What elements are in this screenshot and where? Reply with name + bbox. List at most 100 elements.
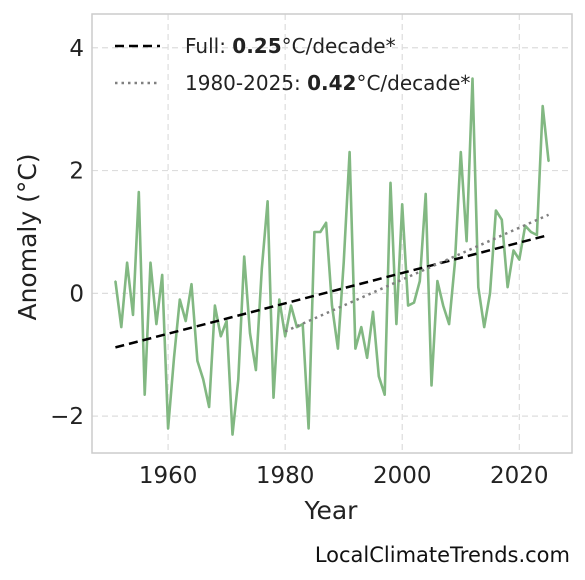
anomaly-point (378, 375, 380, 378)
anomaly-point (541, 105, 544, 107)
anomaly-point (506, 286, 509, 289)
anomaly-point (161, 274, 164, 276)
anomaly-point (313, 231, 316, 233)
anomaly-point (395, 323, 398, 325)
tick-labels: 1960 1980 2000 2020 −2 0 2 4 (50, 36, 548, 489)
anomaly-point (278, 298, 281, 301)
anomaly-point (231, 433, 234, 436)
x-tick-label: 1980 (256, 463, 315, 489)
anomaly-point (237, 378, 240, 381)
trend-layer (115, 213, 550, 349)
anomaly-point (536, 234, 538, 236)
anomaly-point (372, 310, 374, 313)
anomaly-point (500, 218, 503, 221)
anomaly-point (190, 283, 193, 285)
legend-entry-full: Full: 0.25°C/decade* (185, 34, 396, 58)
anomaly-point (290, 304, 292, 307)
watermark: LocalClimateTrends.com (314, 543, 570, 567)
legend-recent-value: 0.42 (307, 71, 356, 95)
anomaly-point (325, 221, 327, 224)
legend-full-label: Full: (185, 34, 232, 58)
anomaly-point (225, 320, 228, 322)
anomaly-point (495, 209, 497, 212)
anomaly-point (360, 326, 363, 328)
anomaly-point (214, 304, 216, 307)
anomaly-point (436, 280, 439, 282)
anomaly-point (337, 347, 339, 350)
anomaly-point (530, 231, 532, 233)
anomaly-point (243, 255, 245, 258)
legend: Full: 0.25°C/decade* 1980-2025: 0.42°C/d… (115, 34, 470, 95)
anomaly-point (483, 326, 485, 328)
anomaly-point (419, 280, 421, 282)
plot-frame (91, 13, 573, 454)
anomaly-point (389, 182, 392, 184)
anomaly-point (184, 320, 187, 322)
anomaly-point (307, 427, 310, 430)
anomaly-point (114, 280, 117, 282)
anomaly-point (424, 193, 427, 195)
full-trend-line (115, 233, 549, 349)
anomaly-point (196, 360, 199, 362)
legend-recent-unit: °C/decade* (356, 71, 470, 95)
anomaly-point (149, 261, 152, 264)
recent-trend-line (284, 213, 550, 333)
anomaly-point (249, 332, 251, 335)
y-axis-label: Anomaly (°C) (13, 153, 42, 320)
anomaly-point (354, 347, 357, 350)
x-tick-label: 1960 (139, 463, 198, 489)
anomaly-point (383, 393, 386, 396)
anomaly-point (413, 301, 415, 304)
legend-entry-recent: 1980-2025: 0.42°C/decade* (185, 71, 470, 95)
anomaly-point (208, 406, 210, 408)
anomaly-point (138, 191, 140, 193)
legend-full-value: 0.25 (232, 34, 281, 58)
anomaly-point (132, 314, 134, 316)
anomaly-point (296, 326, 298, 328)
anomaly-point (348, 151, 351, 153)
anomaly-point (255, 369, 257, 371)
anomaly-point (407, 304, 409, 307)
y-tick-label: 2 (69, 159, 84, 185)
y-tick-label: −2 (50, 404, 84, 430)
anomaly-point (366, 357, 368, 359)
anomaly-point (331, 304, 333, 307)
anomaly-point (143, 393, 146, 396)
anomaly-point (430, 384, 433, 387)
x-tick-label: 2000 (373, 463, 432, 489)
anomaly-point (442, 304, 445, 307)
anomaly-point (179, 298, 181, 301)
y-tick-label: 4 (69, 36, 84, 62)
anomaly-point (518, 258, 521, 261)
anomaly-point (266, 200, 269, 203)
anomaly-point (477, 286, 480, 289)
anomaly-point (260, 268, 263, 270)
anomaly-point (401, 203, 404, 206)
anomaly-point (126, 261, 128, 264)
anomaly-point (284, 335, 286, 338)
anomaly-point (547, 160, 550, 163)
y-tick-label: 0 (69, 281, 84, 307)
anomaly-point (489, 292, 491, 295)
grid (92, 14, 572, 453)
series-layer (114, 77, 550, 436)
anomaly-point (342, 261, 345, 264)
anomaly-point (120, 326, 123, 328)
anomaly-point (319, 231, 322, 233)
anomaly-point (471, 77, 474, 80)
anomaly-series-line (114, 77, 550, 436)
anomaly-point (219, 335, 222, 338)
anomaly-point (454, 261, 456, 264)
anomaly-point (173, 357, 175, 359)
anomaly-point (459, 151, 462, 153)
anomaly-point (202, 378, 205, 381)
x-tick-label: 2020 (490, 463, 549, 489)
anomaly-point (512, 249, 515, 252)
anomaly-point (167, 427, 169, 430)
anomaly-point (272, 396, 275, 399)
legend-full-unit: °C/decade* (282, 34, 396, 58)
anomaly-point (155, 323, 158, 325)
anomaly-point (465, 240, 468, 242)
anomaly-point (448, 323, 450, 325)
